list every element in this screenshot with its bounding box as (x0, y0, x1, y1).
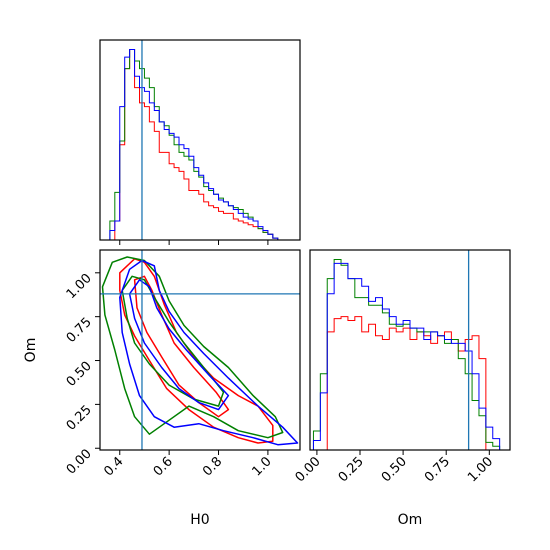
contour-plot-area (101, 256, 299, 446)
om-histogram-series-3 (312, 262, 507, 451)
om-histogram-frame (309, 249, 511, 451)
y-axis-label-om: Om (23, 338, 39, 363)
contour-ytick-label-3: 0.75 (64, 315, 95, 346)
contour-series-2-outer (101, 256, 284, 439)
contour-h0-om-panel: 0.4 0.6 0.8 1.0 0.00 0.25 0.50 0.75 1.00 (64, 249, 301, 479)
contour-xtick-label-1: 0.6 (151, 454, 176, 479)
x-axis-label-h0: H0 (190, 512, 209, 528)
h0-histogram-frame (99, 39, 301, 241)
x-axis-label-om: Om (398, 512, 423, 528)
om-histogram-xtick-label-0: 0.00 (293, 454, 324, 485)
contour-ytick-label-2: 0.50 (64, 359, 95, 390)
om-histogram-series-1 (313, 316, 507, 451)
om-histogram-xtick-label-2: 0.50 (379, 454, 410, 485)
contour-ytick-label-1: 0.25 (64, 403, 95, 434)
h0-histogram-series-1 (100, 49, 300, 241)
om-histogram-series-2 (312, 259, 507, 451)
h0-histogram-series-3 (100, 49, 300, 241)
om-histogram-xtick-label-3: 0.75 (422, 454, 453, 485)
histogram-h0-panel (99, 39, 301, 245)
contour-series-1-outer (119, 258, 274, 444)
contour-ytick-label-4: 1.00 (64, 271, 95, 302)
h0-histogram-series-2 (100, 49, 300, 241)
contour-ytick-label-0: 0.00 (64, 446, 95, 477)
contour-frame (99, 249, 301, 451)
contour-series-3-outer (119, 259, 299, 446)
contour-xtick-label-2: 0.8 (200, 454, 225, 479)
om-histogram-xtick-label-4: 1.00 (465, 454, 496, 485)
contour-xtick-label-0: 0.4 (101, 454, 126, 479)
contour-xtick-label-3: 1.0 (249, 454, 274, 479)
histogram-om-panel: 0.00 0.25 0.50 0.75 1.00 (293, 249, 511, 485)
om-histogram-xtick-label-1: 0.25 (336, 454, 367, 485)
contour-series-1-inner (133, 275, 230, 418)
